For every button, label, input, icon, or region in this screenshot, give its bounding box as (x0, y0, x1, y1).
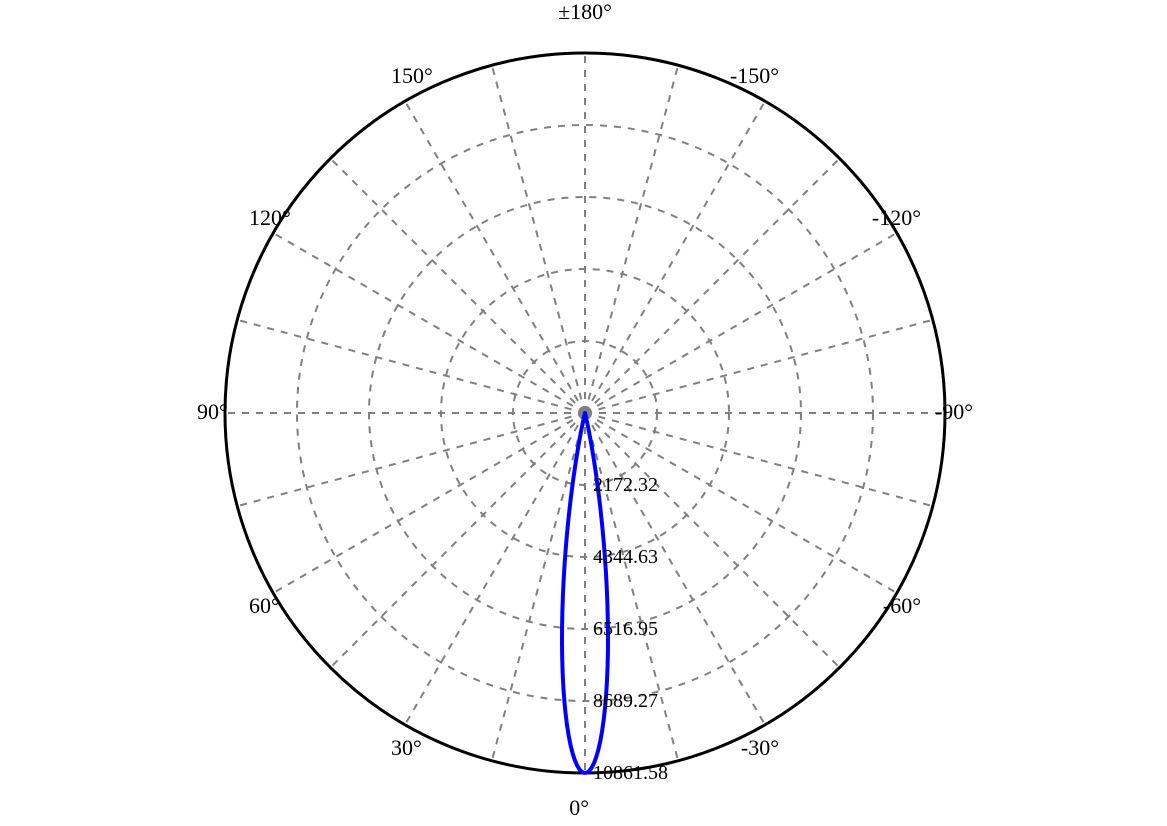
angle-label: 120° (249, 205, 291, 230)
angle-label: -150° (730, 63, 779, 88)
angle-label: 0° (569, 795, 589, 820)
angle-label: 60° (249, 593, 280, 618)
grid-spoke (585, 320, 933, 413)
grid-spoke (273, 413, 585, 593)
grid-spoke (237, 320, 585, 413)
angle-label: -120° (872, 205, 921, 230)
grid-spoke (237, 413, 585, 506)
grid-spoke (585, 233, 897, 413)
intensity-curve (562, 413, 608, 773)
grid-spoke (585, 65, 678, 413)
grid-spoke (492, 413, 585, 761)
grid-spoke (330, 413, 585, 668)
angle-label: 150° (391, 63, 433, 88)
angle-label: 30° (391, 735, 422, 760)
grid-spoke (585, 158, 840, 413)
grid-spoke (405, 101, 585, 413)
grid-spoke (585, 413, 765, 725)
angle-label: -60° (883, 593, 921, 618)
angle-label: ±180° (558, 0, 612, 24)
radial-label: 2172.32 (593, 474, 658, 496)
angle-label: -30° (741, 735, 779, 760)
radial-labels: 2172.32 4344.63 6516.95 8689.27 10861.58 (593, 474, 668, 784)
grid-spoke (405, 413, 585, 725)
radial-label: 8689.27 (593, 690, 658, 712)
radial-label: 4344.63 (593, 546, 658, 568)
grid-spoke (585, 101, 765, 413)
polar-chart: 2172.32 4344.63 6516.95 8689.27 10861.580° 30… (0, 0, 1167, 826)
angle-label: 90° (197, 399, 228, 424)
grid-spoke (273, 233, 585, 413)
angle-label: -90° (935, 399, 973, 424)
radial-label: 6516.95 (593, 618, 658, 640)
radial-label: 10861.58 (593, 762, 668, 784)
grid-spoke (330, 158, 585, 413)
grid-spoke (492, 65, 585, 413)
